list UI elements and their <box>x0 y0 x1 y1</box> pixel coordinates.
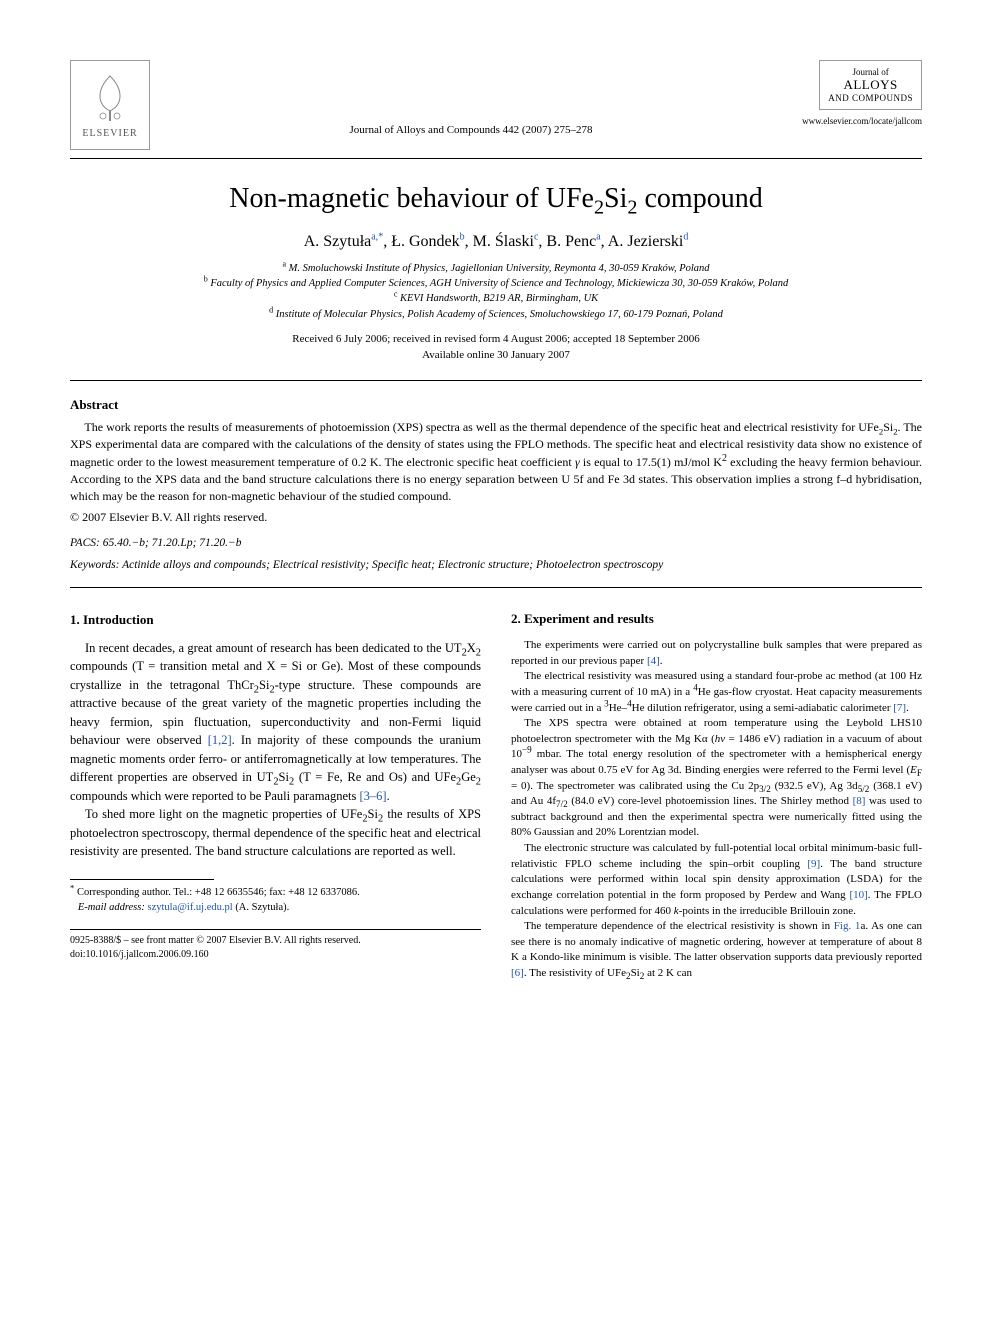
affiliation-1: b Faculty of Physics and Applied Compute… <box>70 276 922 291</box>
exp-p1: The experiments were carried out on poly… <box>511 638 922 669</box>
header-rule <box>70 158 922 159</box>
author-4: A. Jezierskid <box>608 233 689 250</box>
article-dates: Received 6 July 2006; received in revise… <box>70 332 922 364</box>
abstract-top-rule <box>70 380 922 381</box>
exp-p5: The temperature dependence of the electr… <box>511 919 922 981</box>
journal-logo-line3: AND COMPOUNDS <box>828 93 913 103</box>
keywords-text: Actinide alloys and compounds; Electrica… <box>119 559 663 571</box>
journal-logo-line1: Journal of <box>828 67 913 77</box>
footnote-email[interactable]: szytula@if.uj.edu.pl <box>147 902 232 913</box>
author-3: B. Penca <box>546 233 600 250</box>
pacs-codes: 65.40.−b; 71.20.Lp; 71.20.−b <box>100 537 242 549</box>
abstract-copyright: © 2007 Elsevier B.V. All rights reserved… <box>70 510 922 525</box>
corresponding-footnote: * Corresponding author. Tel.: +48 12 663… <box>70 886 481 915</box>
author-list: A. Szytułaa,*, Ł. Gondekb, M. Ślaskic, B… <box>70 233 922 251</box>
footnote-corresponding: * Corresponding author. Tel.: +48 12 663… <box>70 886 481 901</box>
column-left: 1. Introduction In recent decades, a gre… <box>70 610 481 982</box>
pacs-line: PACS: 65.40.−b; 71.20.Lp; 71.20.−b <box>70 537 922 549</box>
publisher-name: ELSEVIER <box>82 128 137 139</box>
page-footer: 0925-8388/$ – see front matter © 2007 El… <box>70 934 481 962</box>
elsevier-tree-icon <box>85 71 135 126</box>
affiliation-2: c KEVI Handsworth, B219 AR, Birmingham, … <box>70 291 922 306</box>
journal-reference: Journal of Alloys and Compounds 442 (200… <box>350 124 593 136</box>
abstract-bottom-rule <box>70 587 922 588</box>
title-sub1: 2 <box>594 197 604 219</box>
abstract-block: Abstract The work reports the results of… <box>70 397 922 525</box>
author-0: A. Szytułaa,* <box>304 233 384 250</box>
page-header: ELSEVIER Journal of Alloys and Compounds… <box>70 60 922 150</box>
footer-line1: 0925-8388/$ – see front matter © 2007 El… <box>70 934 481 948</box>
keywords-line: Keywords: Actinide alloys and compounds;… <box>70 559 922 571</box>
publisher-logo: ELSEVIER <box>70 60 150 150</box>
date-available: Available online 30 January 2007 <box>70 348 922 364</box>
title-mid: Si <box>604 183 627 214</box>
author-1: Ł. Gondekb <box>391 233 464 250</box>
journal-logo-line2: ALLOYS <box>828 77 913 93</box>
journal-logo-block: Journal of ALLOYS AND COMPOUNDS www.else… <box>792 60 922 126</box>
footnote-email-line: E-mail address: szytula@if.uj.edu.pl (A.… <box>70 901 481 916</box>
section-2-heading: 2. Experiment and results <box>511 610 922 628</box>
exp-p3: The XPS spectra were obtained at room te… <box>511 716 922 841</box>
date-received: Received 6 July 2006; received in revise… <box>70 332 922 348</box>
footer-rule <box>70 929 481 930</box>
intro-p2: To shed more light on the magnetic prope… <box>70 805 481 861</box>
affiliation-list: a M. Smoluchowski Institute of Physics, … <box>70 261 922 322</box>
author-2: M. Ślaskic <box>473 233 539 250</box>
affiliation-0: a M. Smoluchowski Institute of Physics, … <box>70 261 922 276</box>
title-pre: Non-magnetic behaviour of UFe <box>229 183 594 214</box>
column-right: 2. Experiment and results The experiment… <box>511 610 922 982</box>
section-1-heading: 1. Introduction <box>70 610 481 629</box>
title-post: compound <box>637 183 762 214</box>
journal-logo-box: Journal of ALLOYS AND COMPOUNDS <box>819 60 922 110</box>
intro-p1: In recent decades, a great amount of res… <box>70 639 481 806</box>
abstract-heading: Abstract <box>70 397 922 413</box>
affiliation-3: d Institute of Molecular Physics, Polish… <box>70 307 922 322</box>
pacs-label: PACS: <box>70 537 100 549</box>
footer-line2: doi:10.1016/j.jallcom.2006.09.160 <box>70 948 481 962</box>
exp-p2: The electrical resistivity was measured … <box>511 669 922 716</box>
journal-url[interactable]: www.elsevier.com/locate/jallcom <box>792 116 922 126</box>
abstract-body: The work reports the results of measurem… <box>70 419 922 506</box>
keywords-label: Keywords: <box>70 559 119 571</box>
body-columns: 1. Introduction In recent decades, a gre… <box>70 610 922 982</box>
journal-reference-block: Journal of Alloys and Compounds 442 (200… <box>150 60 792 138</box>
title-sub2: 2 <box>627 197 637 219</box>
exp-p4: The electronic structure was calculated … <box>511 841 922 919</box>
article-title: Non-magnetic behaviour of UFe2Si2 compou… <box>70 183 922 215</box>
footnote-rule <box>70 879 214 880</box>
